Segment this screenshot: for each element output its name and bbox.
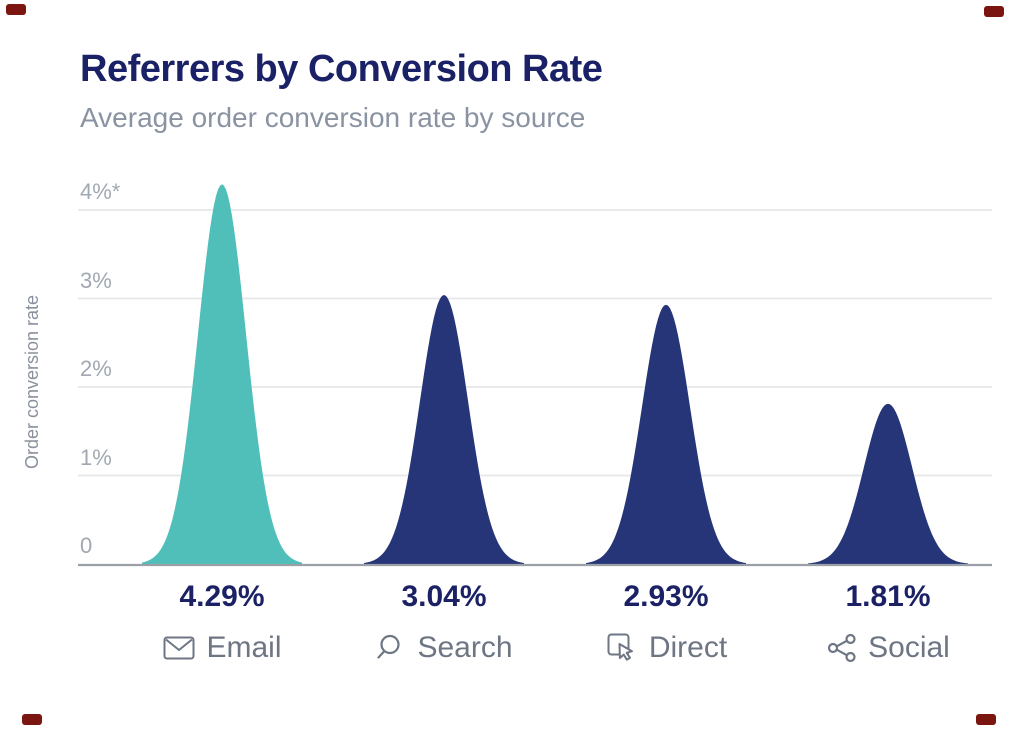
cursor-click-icon (605, 631, 639, 665)
peak-search (364, 295, 524, 564)
share-icon (826, 632, 858, 664)
category-column-email: 4.29% Email (111, 580, 333, 665)
category-column-social: 1.81% Social (777, 580, 999, 665)
magnifier-icon (375, 632, 407, 664)
y-tick-label: 3% (80, 267, 112, 293)
category-column-direct: 2.93% Direct (555, 580, 777, 665)
corner-mark-bottom-right (976, 714, 996, 725)
category-label: Social (868, 631, 950, 664)
category-column-search: 3.04% Search (333, 580, 555, 665)
category-row: Direct (555, 631, 777, 665)
chart-plot-area (78, 184, 992, 567)
peak-email (142, 184, 302, 565)
category-row: Email (111, 631, 333, 665)
y-tick-label: 2% (80, 356, 112, 381)
value-label: 3.04% (401, 580, 487, 613)
value-label: 4.29% (179, 580, 265, 613)
value-label: 1.81% (845, 580, 931, 613)
value-label: 2.93% (623, 580, 709, 613)
category-row: Social (777, 631, 999, 665)
chart-subtitle: Average order conversion rate by source (80, 102, 586, 133)
y-tick-label: 0 (80, 533, 93, 558)
corner-mark-bottom-left (22, 714, 42, 725)
category-label: Email (206, 631, 282, 664)
peak-social (808, 403, 968, 564)
envelope-icon (162, 633, 196, 663)
corner-mark-top-left (6, 4, 26, 15)
y-tick-label: 1% (80, 444, 112, 470)
peak-direct (586, 304, 746, 564)
category-label: Search (417, 631, 513, 664)
corner-mark-top-right (984, 6, 1004, 17)
y-tick-label: 4%* (80, 179, 121, 204)
chart-title: Referrers by Conversion Rate (80, 48, 603, 90)
category-row: Search (333, 631, 555, 665)
category-label: Direct (648, 631, 728, 664)
